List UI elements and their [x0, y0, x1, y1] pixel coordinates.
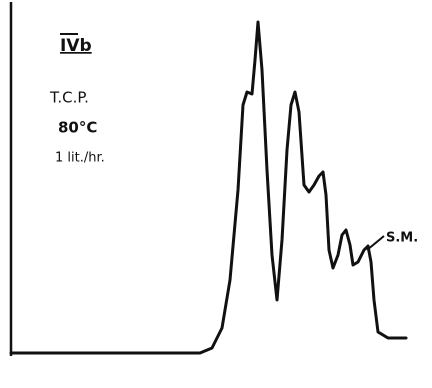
figure-id: IVb [60, 36, 92, 56]
label-pointer [366, 235, 385, 251]
condition: 1 lit./hr. [55, 151, 105, 166]
trace [9, 20, 408, 355]
condition: 80°C [58, 119, 97, 137]
condition: T.C.P. [49, 89, 89, 107]
peak-label: S.M. [386, 231, 418, 246]
